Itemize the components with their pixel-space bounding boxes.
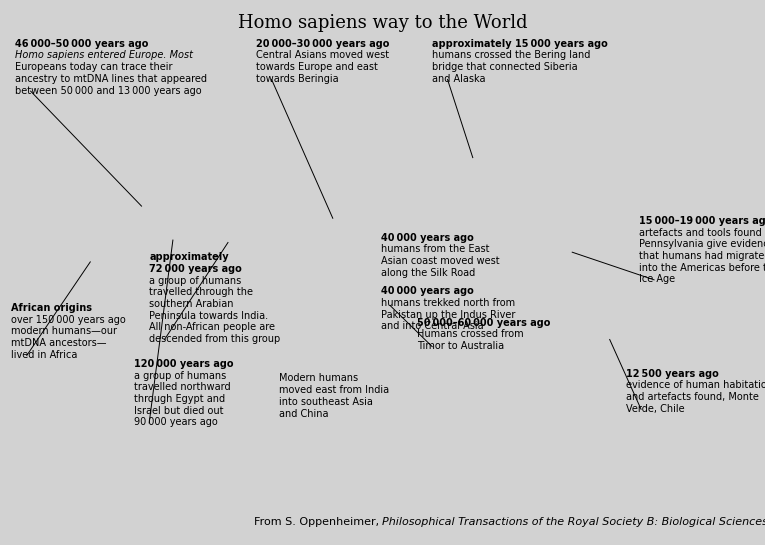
Text: descended from this group: descended from this group [149, 334, 281, 344]
Text: Timor to Australia: Timor to Australia [417, 341, 504, 351]
Text: bridge that connected Siberia: bridge that connected Siberia [432, 62, 578, 72]
Text: 12 500 years ago: 12 500 years ago [626, 368, 718, 379]
Text: 90 000 years ago: 90 000 years ago [134, 417, 217, 427]
Text: moved east from India: moved east from India [279, 385, 389, 395]
Text: into southeast Asia: into southeast Asia [279, 397, 373, 407]
Text: towards Beringia: towards Beringia [256, 74, 339, 84]
Text: Humans crossed from: Humans crossed from [417, 329, 523, 340]
Text: 40 000 years ago: 40 000 years ago [381, 233, 474, 243]
Text: Pennsylvania give evidence: Pennsylvania give evidence [639, 239, 765, 249]
Text: travelled through the: travelled through the [149, 287, 253, 297]
Text: African origins: African origins [11, 303, 93, 313]
Text: modern humans—our: modern humans—our [11, 326, 118, 336]
Text: a group of humans: a group of humans [134, 371, 226, 380]
Text: Europeans today can trace their: Europeans today can trace their [15, 62, 173, 72]
Text: All non-African people are: All non-African people are [149, 322, 275, 332]
Text: humans trekked north from: humans trekked north from [381, 298, 515, 308]
Text: Verde, Chile: Verde, Chile [626, 404, 685, 414]
Text: Asian coast moved west: Asian coast moved west [381, 256, 500, 266]
Text: Ice Age: Ice Age [639, 274, 675, 284]
Text: 46 000–50 000 years ago: 46 000–50 000 years ago [15, 39, 148, 49]
Text: through Egypt and: through Egypt and [134, 394, 225, 404]
Text: lived in Africa: lived in Africa [11, 350, 78, 360]
Text: along the Silk Road: along the Silk Road [381, 268, 475, 278]
Text: Homo sapiens way to the World: Homo sapiens way to the World [238, 14, 527, 32]
Text: a group of humans: a group of humans [149, 276, 242, 286]
Text: over 150 000 years ago: over 150 000 years ago [11, 315, 126, 325]
Text: approximately: approximately [149, 252, 229, 262]
Text: ancestry to mtDNA lines that appeared: ancestry to mtDNA lines that appeared [15, 74, 207, 84]
Text: and China: and China [279, 409, 329, 419]
Text: evidence of human habitation: evidence of human habitation [626, 380, 765, 390]
Text: between 50 000 and 13 000 years ago: between 50 000 and 13 000 years ago [15, 86, 202, 95]
Text: Homo sapiens entered Europe. Most: Homo sapiens entered Europe. Most [15, 51, 194, 60]
Text: and into Central Asia: and into Central Asia [381, 321, 483, 331]
Text: 120 000 years ago: 120 000 years ago [134, 359, 233, 369]
Text: towards Europe and east: towards Europe and east [256, 62, 378, 72]
Text: Israel but died out: Israel but died out [134, 405, 223, 416]
Text: and artefacts found, Monte: and artefacts found, Monte [626, 392, 759, 402]
Text: 15 000–19 000 years ago: 15 000–19 000 years ago [639, 216, 765, 226]
Text: From S. Oppenheimer,: From S. Oppenheimer, [254, 517, 382, 527]
Text: humans crossed the Bering land: humans crossed the Bering land [432, 51, 591, 60]
Text: and Alaska: and Alaska [432, 74, 486, 84]
Text: Pakistan up the Indus River: Pakistan up the Indus River [381, 310, 516, 319]
Text: approximately 15 000 years ago: approximately 15 000 years ago [432, 39, 608, 49]
Text: artefacts and tools found in: artefacts and tools found in [639, 227, 765, 238]
Text: 20 000–30 000 years ago: 20 000–30 000 years ago [256, 39, 389, 49]
Text: mtDNA ancestors—: mtDNA ancestors— [11, 338, 107, 348]
Text: Modern humans: Modern humans [279, 373, 358, 384]
Text: into the Americas before the: into the Americas before the [639, 263, 765, 272]
Text: humans from the East: humans from the East [381, 245, 490, 255]
Text: that humans had migrated: that humans had migrated [639, 251, 765, 261]
Text: Philosophical Transactions of the Royal Society B: Biological Sciences 367, 2012: Philosophical Transactions of the Royal … [382, 517, 765, 527]
Text: Peninsula towards India.: Peninsula towards India. [149, 311, 269, 320]
Text: Central Asians moved west: Central Asians moved west [256, 51, 389, 60]
Text: 72 000 years ago: 72 000 years ago [149, 264, 242, 274]
Text: 50 000–60 000 years ago: 50 000–60 000 years ago [417, 318, 550, 328]
Text: southern Arabian: southern Arabian [149, 299, 233, 309]
Text: 40 000 years ago: 40 000 years ago [381, 286, 474, 296]
Text: travelled northward: travelled northward [134, 382, 230, 392]
